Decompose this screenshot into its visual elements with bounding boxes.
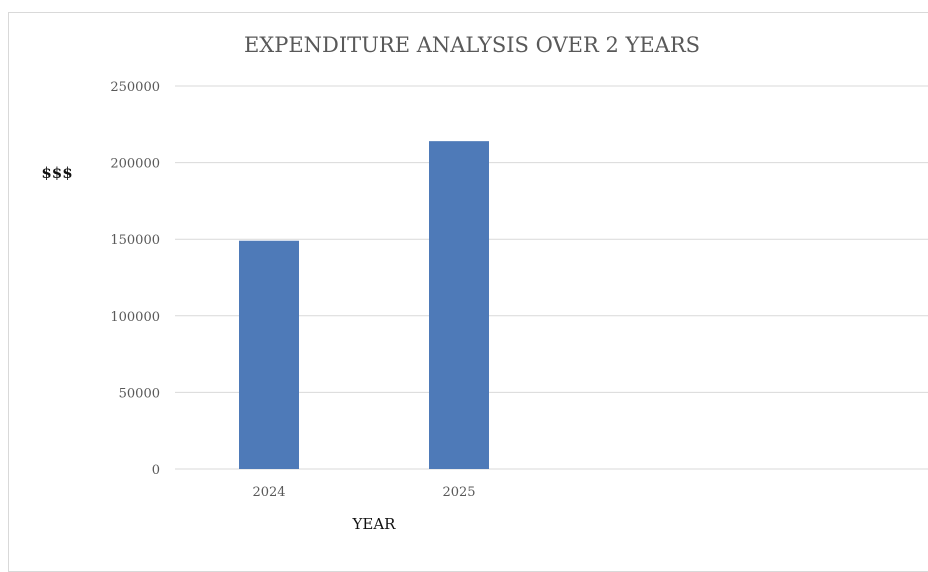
bar-2025 <box>429 141 489 470</box>
x-tick-labels: 2024 2025 <box>252 485 475 500</box>
bars <box>239 141 489 470</box>
bar-2024 <box>239 240 299 469</box>
y-tick-labels: 0 50000 100000 150000 200000 250000 <box>110 80 160 478</box>
gridlines <box>175 85 928 470</box>
x-tick-label: 2024 <box>252 485 285 500</box>
y-tick-label: 250000 <box>110 80 160 95</box>
x-tick-label: 2025 <box>442 485 475 500</box>
x-axis-label: YEAR <box>352 515 397 533</box>
y-axis-label: $$$ <box>41 164 72 182</box>
y-tick-label: 150000 <box>110 233 160 248</box>
y-tick-label: 100000 <box>110 310 160 325</box>
y-tick-label: 0 <box>152 463 160 478</box>
y-tick-label: 200000 <box>110 157 160 172</box>
y-tick-label: 50000 <box>119 386 160 401</box>
chart-title: EXPENDITURE ANALYSIS OVER 2 YEARS <box>244 33 700 57</box>
bar-chart: EXPENDITURE ANALYSIS OVER 2 YEARS $$$ YE… <box>41 33 928 533</box>
